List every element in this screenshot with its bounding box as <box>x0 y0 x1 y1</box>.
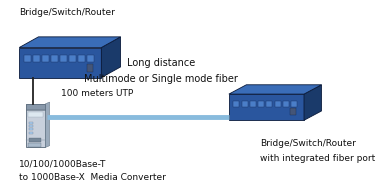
Bar <box>28 132 33 134</box>
Bar <box>60 55 67 62</box>
Bar <box>26 104 45 109</box>
Bar <box>78 55 85 62</box>
Text: Multimode or Single mode fiber: Multimode or Single mode fiber <box>84 74 238 84</box>
Polygon shape <box>304 85 322 120</box>
Bar <box>33 55 40 62</box>
Bar <box>69 55 76 62</box>
Bar <box>26 104 45 147</box>
Bar <box>28 128 33 130</box>
Bar <box>24 55 31 62</box>
Polygon shape <box>19 48 101 78</box>
Text: to 1000Base-X  Media Converter: to 1000Base-X Media Converter <box>19 173 166 182</box>
Bar <box>250 101 256 107</box>
Bar <box>28 125 33 127</box>
Text: 100 meters UTP: 100 meters UTP <box>61 89 133 98</box>
Bar <box>234 101 239 107</box>
Text: with integrated fiber port: with integrated fiber port <box>260 154 376 163</box>
Text: 10/100/1000Base-T: 10/100/1000Base-T <box>19 159 107 168</box>
Bar <box>242 101 248 107</box>
Bar <box>51 55 58 62</box>
Bar <box>291 108 296 115</box>
Bar <box>283 101 289 107</box>
Polygon shape <box>45 102 50 147</box>
Text: Bridge/Switch/Router: Bridge/Switch/Router <box>19 8 115 17</box>
Polygon shape <box>229 94 304 120</box>
Bar <box>87 64 93 72</box>
Bar <box>267 101 272 107</box>
Bar <box>258 101 264 107</box>
Bar <box>42 55 49 62</box>
Polygon shape <box>19 37 121 48</box>
Bar <box>87 55 94 62</box>
Bar <box>275 101 281 107</box>
Bar <box>28 143 41 147</box>
Text: Bridge/Switch/Router: Bridge/Switch/Router <box>260 139 356 148</box>
Bar <box>28 112 43 117</box>
Polygon shape <box>229 85 322 94</box>
Polygon shape <box>101 37 121 78</box>
Bar <box>28 122 33 124</box>
Bar <box>291 101 297 107</box>
Text: Long distance: Long distance <box>126 58 195 68</box>
Bar <box>29 138 41 142</box>
